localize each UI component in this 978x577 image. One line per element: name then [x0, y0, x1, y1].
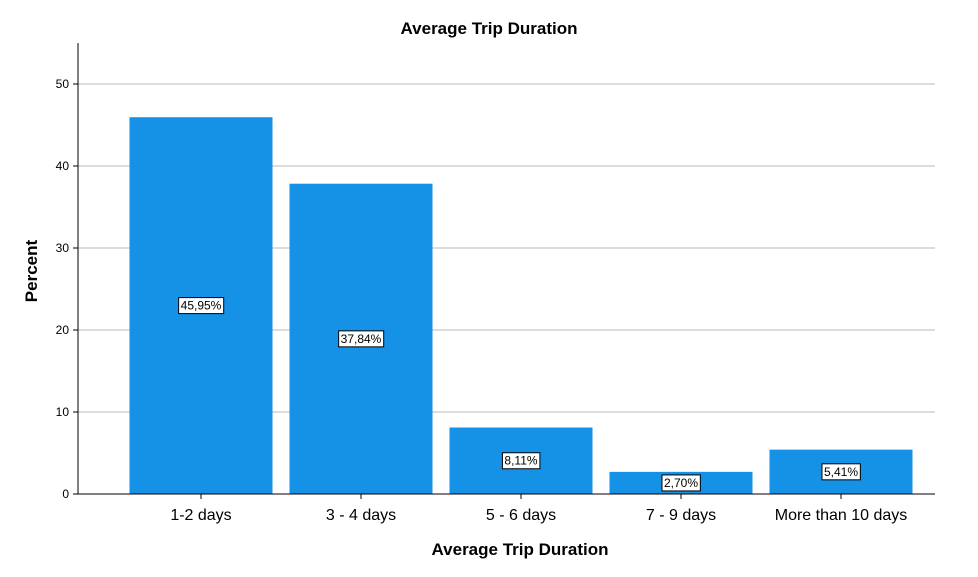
data-label-text: 37,84% [341, 332, 382, 346]
data-label-box [661, 474, 701, 492]
data-label: 8,11% [501, 452, 541, 470]
y-tick-label: 0 [62, 487, 69, 501]
data-label-text: 45,95% [181, 299, 222, 313]
data-label: 5,41% [821, 463, 861, 481]
data-label-box [501, 452, 541, 470]
y-tick-labels: 0 10 20 30 40 50 [56, 77, 78, 501]
x-tick-labels: 1-2 days 3 - 4 days 5 - 6 days 7 - 9 days Mo… [170, 494, 907, 524]
data-labels: 45,95% 37,84% 8,11% 2,70% 5,41% [178, 297, 861, 492]
x-tick-label: More than 10 days [775, 507, 908, 524]
x-axis-label: Average Trip Duration [432, 540, 609, 559]
data-label: 2,70% [661, 474, 701, 492]
x-tick-label: 7 - 9 days [646, 507, 716, 524]
chart-title: Average Trip Duration [401, 19, 578, 38]
y-tick-label: 20 [56, 323, 70, 337]
y-tick-label: 50 [56, 77, 70, 91]
y-tick-label: 30 [56, 241, 70, 255]
y-tick-label: 40 [56, 159, 70, 173]
data-label-box [821, 463, 861, 481]
axes [77, 43, 935, 495]
data-label-text: 5,41% [824, 465, 858, 479]
x-tick-label: 3 - 4 days [326, 507, 396, 524]
x-tick-label: 5 - 6 days [486, 507, 556, 524]
y-axis-label: Percent [22, 239, 41, 302]
data-label: 45,95% [178, 297, 225, 315]
y-tick-label: 10 [56, 405, 70, 419]
bars [129, 117, 913, 495]
data-label: 37,84% [338, 330, 385, 348]
data-label-box [338, 330, 385, 348]
data-label-text: 8,11% [504, 454, 537, 468]
data-label-text: 2,70% [664, 476, 698, 490]
data-label-box [178, 297, 225, 315]
x-tick-label: 1-2 days [170, 507, 231, 524]
